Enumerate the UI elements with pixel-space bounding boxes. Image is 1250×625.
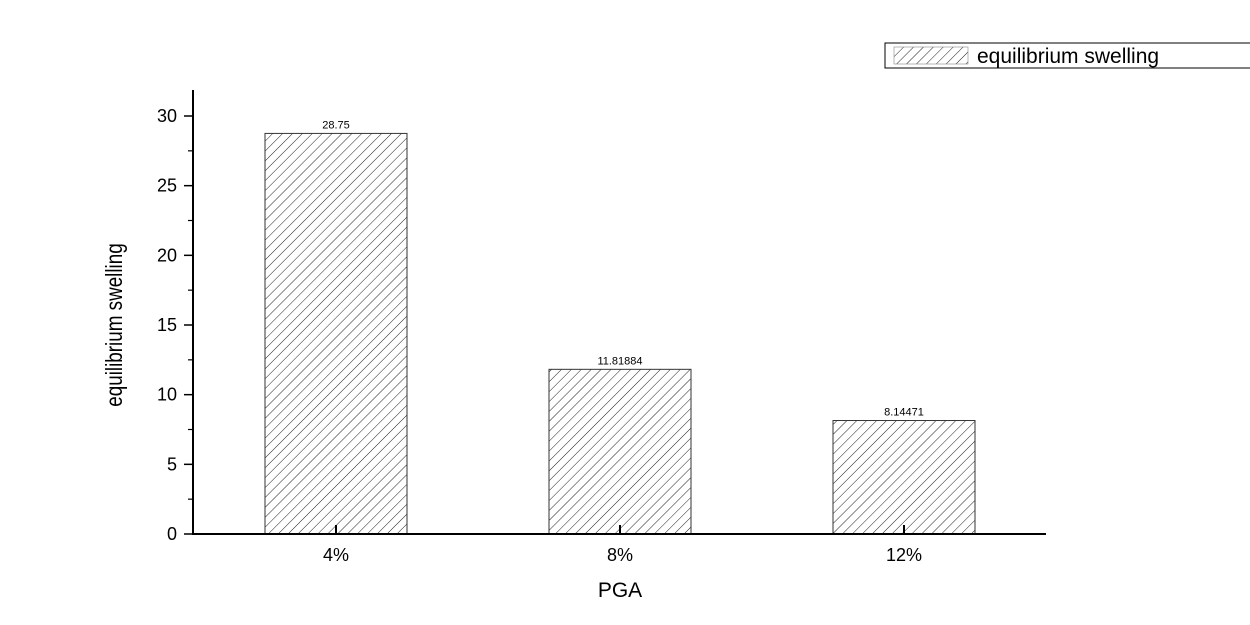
y-tick-label: 30 [157, 106, 177, 126]
legend: equilibrium swelling [884, 42, 1250, 69]
data-label: 11.81884 [597, 355, 642, 367]
x-tick-label: 12% [886, 545, 922, 565]
y-axis-label: equilibrium swelling [102, 243, 127, 406]
bar [264, 132, 408, 535]
y-tick-label: 0 [167, 524, 177, 544]
y-tick-label: 15 [157, 315, 177, 335]
bar [832, 420, 976, 535]
y-tick-label: 10 [157, 385, 177, 405]
legend-label: equilibrium swelling [977, 45, 1159, 68]
x-tick-label: 4% [323, 545, 349, 565]
legend-swatch [893, 46, 969, 65]
y-tick-label: 5 [167, 454, 177, 474]
bar [548, 368, 692, 535]
x-axis-label: PGA [598, 579, 642, 602]
data-label: 28.75 [322, 119, 350, 131]
y-tick-label: 25 [157, 176, 177, 196]
data-label: 8.14471 [884, 407, 924, 419]
x-tick-label: 8% [607, 545, 633, 565]
y-tick-label: 20 [157, 245, 177, 265]
